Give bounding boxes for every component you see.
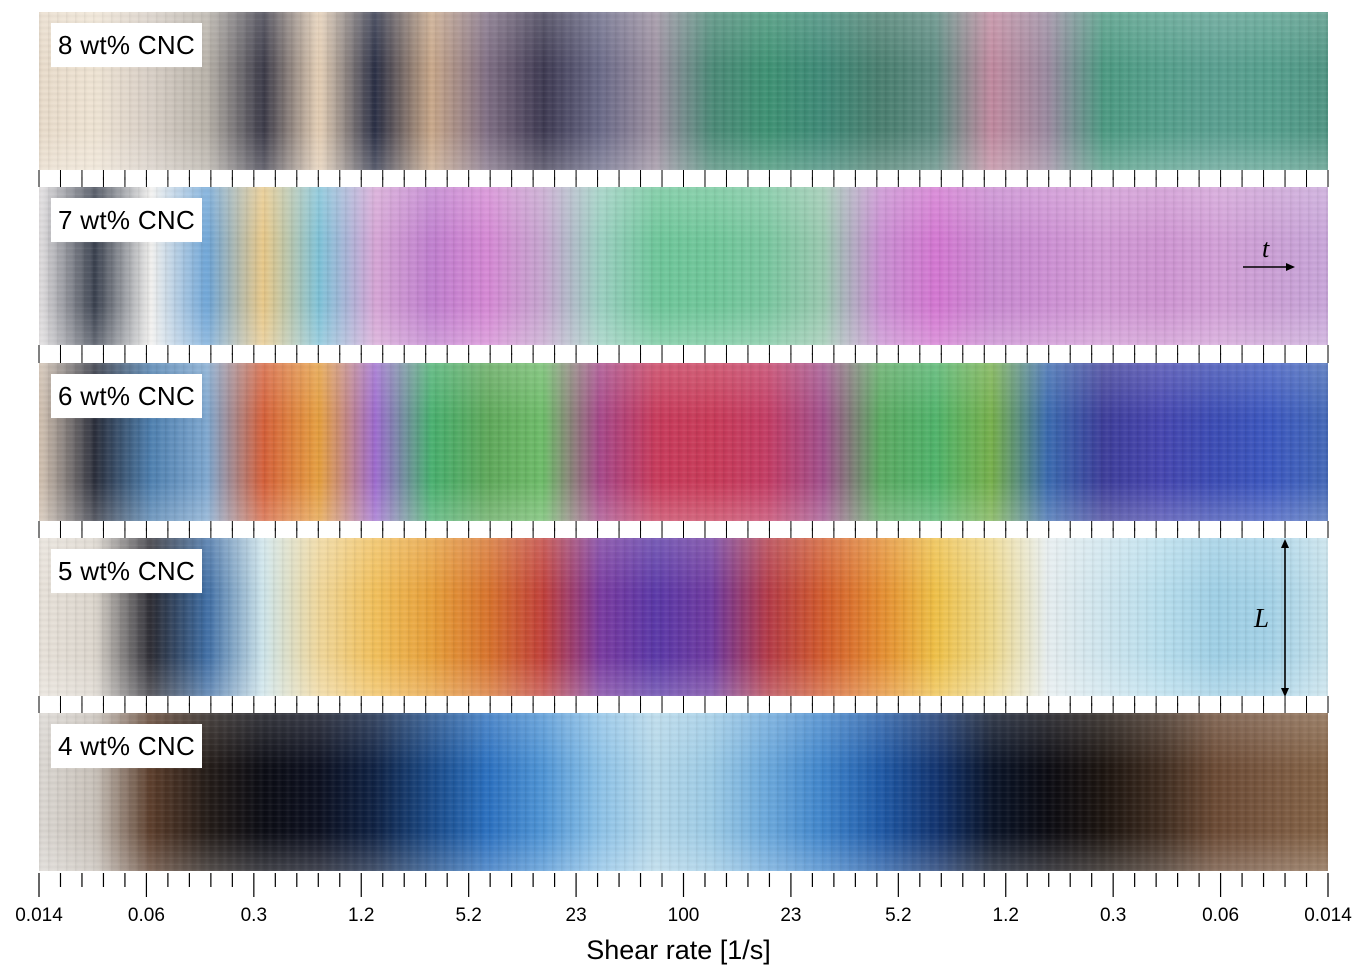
color-bands [39,363,1328,521]
x-tick-label: 23 [565,905,587,926]
x-tick-label: 0.06 [127,905,165,926]
x-tick-label: 23 [780,905,802,926]
x-axis-label: Shear rate [1/s] [586,935,771,965]
panel-6-wt-cnc [39,363,1328,521]
panel-label: 4 wt% CNC [51,724,203,768]
edge-shading [39,363,1328,521]
panel-label: 5 wt% CNC [51,549,203,593]
texture-streaks [39,12,1328,170]
edge-shading [39,713,1328,871]
color-bands [39,187,1328,345]
color-bands [39,713,1328,871]
x-tick-label: 1.2 [348,905,375,926]
x-tick-label: 0.014 [1304,905,1352,926]
flow-streaks [39,363,1328,521]
color-bands [39,538,1328,696]
length-arrow [1281,539,1289,697]
panel-4-wt-cnc [39,713,1328,871]
flow-streaks [39,538,1328,696]
x-tick-label: 5.2 [885,905,912,926]
x-tick-label: 0.014 [15,905,63,926]
panel-label: 6 wt% CNC [51,374,203,418]
x-tick-label: 5.2 [455,905,482,926]
time-arrow-label: t [1262,234,1270,263]
flow-streaks [39,12,1328,170]
x-tick-label: 100 [667,905,700,926]
texture-streaks [39,187,1328,345]
color-bands [39,12,1328,170]
edge-shading [39,12,1328,170]
x-tick-label: 0.3 [240,905,268,926]
length-arrow-label: L [1254,603,1270,633]
flow-streaks [39,713,1328,871]
texture-streaks [39,538,1328,696]
panel-label: 8 wt% CNC [51,23,203,67]
panel-7-wt-cnc [39,187,1328,345]
time-arrow [1243,263,1295,271]
edge-shading [39,187,1328,345]
edge-shading [39,538,1328,696]
x-tick-label: 0.06 [1202,905,1240,926]
texture-streaks [39,363,1328,521]
panel-label: 7 wt% CNC [51,198,203,242]
texture-streaks [39,713,1328,871]
x-tick-label: 1.2 [992,905,1019,926]
x-tick-label: 0.3 [1099,905,1127,926]
flow-streaks [39,187,1328,345]
panel-8-wt-cnc [39,12,1328,170]
panel-5-wt-cnc [39,538,1328,696]
